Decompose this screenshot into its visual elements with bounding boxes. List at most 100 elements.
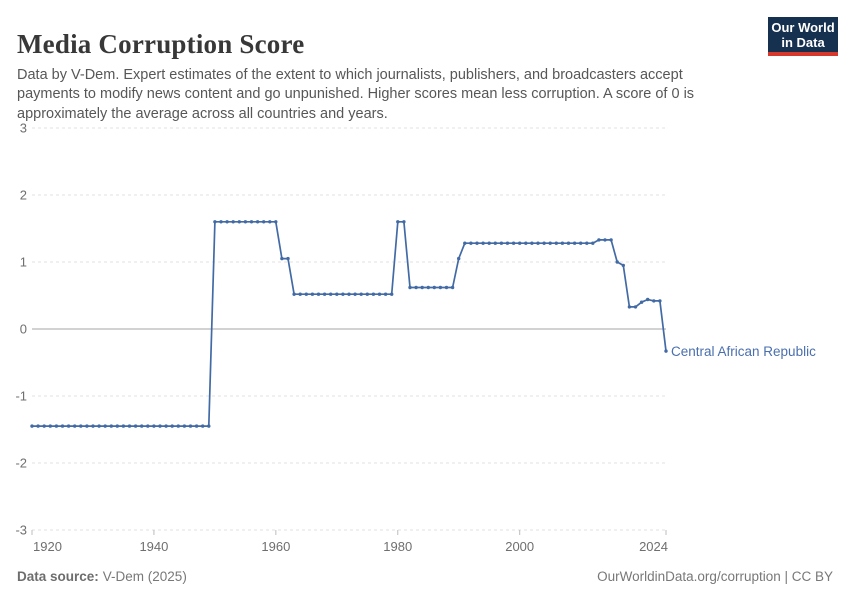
entity-label[interactable]: Central African Republic	[671, 344, 816, 359]
data-source-label: Data source:	[17, 569, 99, 584]
data-point	[524, 241, 528, 245]
data-point	[396, 220, 400, 224]
data-point	[158, 424, 162, 428]
data-point	[579, 241, 583, 245]
data-point	[597, 238, 601, 242]
data-point	[304, 292, 308, 296]
data-point	[609, 238, 613, 242]
data-point	[615, 260, 619, 264]
data-point	[371, 292, 376, 296]
data-point	[103, 424, 107, 428]
y-tick-label--2: -2	[15, 456, 27, 471]
data-point	[164, 424, 168, 428]
data-point	[633, 305, 638, 309]
data-point	[475, 241, 479, 245]
data-point	[60, 424, 65, 428]
data-point	[97, 424, 101, 428]
data-point	[249, 220, 254, 224]
page-title: Media Corruption Score	[17, 29, 305, 60]
data-point	[457, 256, 461, 261]
data-point	[48, 424, 52, 428]
data-point	[140, 424, 144, 428]
data-point	[493, 241, 497, 245]
data-point	[432, 285, 436, 290]
data-point	[322, 292, 327, 296]
data-point	[530, 241, 534, 245]
data-point	[572, 241, 577, 245]
data-point	[54, 424, 59, 428]
data-point	[36, 424, 40, 428]
data-point	[66, 424, 71, 428]
data-point	[152, 424, 156, 428]
data-point	[652, 299, 656, 303]
data-point	[639, 300, 644, 304]
data-point	[231, 220, 235, 224]
data-point	[335, 292, 339, 296]
data-point	[115, 424, 120, 428]
data-point	[286, 256, 290, 261]
data-point	[310, 292, 315, 296]
data-point	[585, 241, 589, 245]
footer: Data source: V-Dem (2025) OurWorldinData.…	[17, 569, 833, 584]
data-point	[414, 285, 418, 290]
data-point	[298, 292, 302, 296]
data-point	[347, 292, 351, 296]
chart-canvas: 3 2 1 0 -1 -2 -3 1920 1940 1960 1980 2000 2024 Centra…	[15, 121, 816, 555]
data-point	[426, 285, 430, 290]
data-point	[341, 292, 345, 296]
data-point	[402, 220, 406, 224]
owid-logo-line1: Our World	[771, 20, 835, 35]
data-point	[664, 349, 668, 353]
x-tick-label-1920: 1920	[33, 539, 62, 554]
data-point	[518, 241, 522, 245]
data-point	[79, 424, 83, 428]
data-point	[207, 424, 211, 428]
data-point	[237, 220, 241, 224]
data-point	[548, 241, 552, 245]
data-point	[481, 241, 485, 245]
page-subtitle: Data by V-Dem. Expert estimates of the e…	[17, 66, 695, 122]
owid-logo[interactable]: Our World in Data	[768, 17, 838, 56]
x-tick-label-1960: 1960	[261, 539, 290, 554]
data-point	[255, 220, 260, 224]
data-point	[365, 292, 369, 296]
x-tick-label-2024: 2024	[639, 539, 668, 554]
data-point	[499, 241, 504, 245]
data-point	[316, 292, 321, 296]
data-point	[243, 220, 248, 224]
data-point	[188, 424, 193, 428]
data-point	[201, 424, 205, 428]
data-point	[133, 424, 138, 428]
data-point	[109, 424, 114, 428]
data-point	[444, 285, 449, 290]
data-point	[194, 424, 199, 428]
data-point	[487, 241, 491, 245]
data-point	[621, 263, 625, 268]
data-point	[127, 424, 132, 428]
data-line[interactable]	[31, 220, 667, 427]
data-point	[182, 424, 187, 428]
y-tick-label-1: 1	[20, 255, 27, 270]
data-point	[42, 424, 46, 428]
data-point	[450, 285, 455, 290]
y-tick-label-2: 2	[20, 188, 27, 203]
data-point	[438, 285, 443, 290]
data-point	[170, 424, 174, 428]
x-tick-label-1940: 1940	[139, 539, 168, 554]
attribution-link[interactable]: OurWorldinData.org/corruption | CC BY	[597, 569, 833, 584]
data-point	[329, 292, 333, 296]
data-point	[73, 424, 77, 428]
owid-logo-line2: in Data	[781, 35, 825, 50]
y-tick-label--3: -3	[15, 523, 27, 538]
data-point	[146, 424, 150, 428]
data-point	[359, 292, 363, 296]
data-point	[274, 220, 278, 224]
data-point	[469, 241, 473, 245]
data-point	[420, 285, 424, 290]
data-point	[176, 424, 180, 428]
data-source-value: V-Dem (2025)	[102, 569, 187, 584]
data-point	[463, 241, 467, 245]
data-point	[30, 424, 34, 428]
data-point	[591, 241, 595, 245]
y-tick-label-0: 0	[20, 322, 27, 337]
